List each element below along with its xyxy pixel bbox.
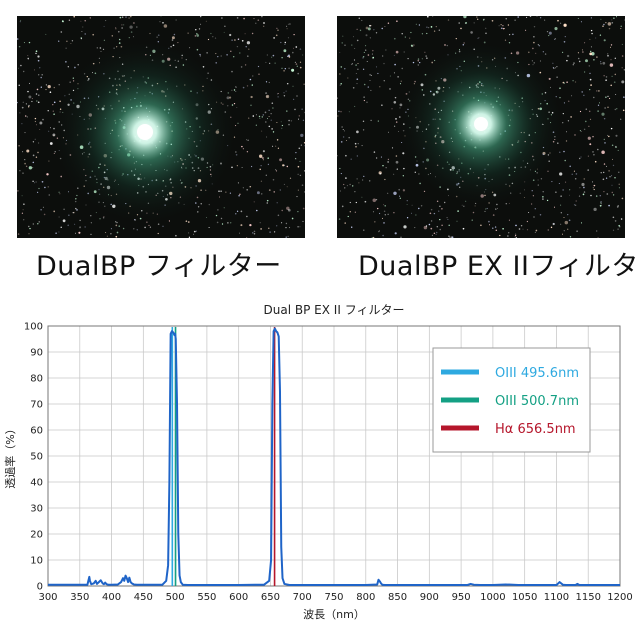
x-tick-label: 850 (388, 592, 407, 603)
star-field-image (337, 16, 625, 238)
x-tick-label: 300 (38, 592, 57, 603)
y-tick-label: 30 (30, 504, 43, 515)
photo-dualbp-ex2 (337, 16, 625, 238)
x-tick-label: 1000 (480, 592, 505, 603)
x-tick-label: 900 (420, 592, 439, 603)
x-tick-label: 1100 (544, 592, 569, 603)
plot-frame (47, 325, 621, 587)
x-tick-label: 700 (293, 592, 312, 603)
x-tick-label: 450 (134, 592, 153, 603)
x-tick-label: 800 (356, 592, 375, 603)
y-tick-label: 90 (30, 348, 43, 359)
x-tick-label: 350 (70, 592, 89, 603)
y-tick-label: 0 (37, 582, 43, 593)
x-tick-label: 550 (197, 592, 216, 603)
photo-dualbp (17, 16, 305, 238)
y-tick-label: 60 (30, 426, 43, 437)
x-tick-label: 1200 (607, 592, 632, 603)
y-tick-label: 70 (30, 400, 43, 411)
chart-title: Dual BP EX II フィルター (264, 303, 405, 317)
legend-entry: OIII 500.7nm (495, 394, 579, 409)
y-tick-label: 20 (30, 530, 43, 541)
x-tick-label: 650 (261, 592, 280, 603)
x-tick-label: 500 (166, 592, 185, 603)
x-tick-label: 400 (102, 592, 121, 603)
star-field-image (17, 16, 305, 238)
y-tick-label: 100 (24, 322, 43, 333)
x-tick-label: 950 (452, 592, 471, 603)
transmission-curve (48, 327, 620, 586)
y-tick-label: 40 (30, 478, 43, 489)
legend-entry: OIII 495.6nm (495, 366, 579, 381)
x-tick-label: 750 (324, 592, 343, 603)
x-tick-label: 1050 (512, 592, 537, 603)
x-tick-label: 1150 (575, 592, 600, 603)
x-tick-label: 600 (229, 592, 248, 603)
y-tick-label: 80 (30, 374, 43, 385)
x-axis-label: 波長（nm） (303, 608, 365, 621)
caption-dualbp-ex2: DualBP EX IIフィルター (358, 251, 640, 282)
y-axis-label: 透過率（%） (3, 423, 17, 488)
legend-entry: Hα 656.5nm (495, 422, 576, 437)
y-tick-label: 10 (30, 556, 43, 567)
y-tick-label: 50 (30, 452, 43, 463)
caption-dualbp: DualBP フィルター (36, 251, 282, 282)
